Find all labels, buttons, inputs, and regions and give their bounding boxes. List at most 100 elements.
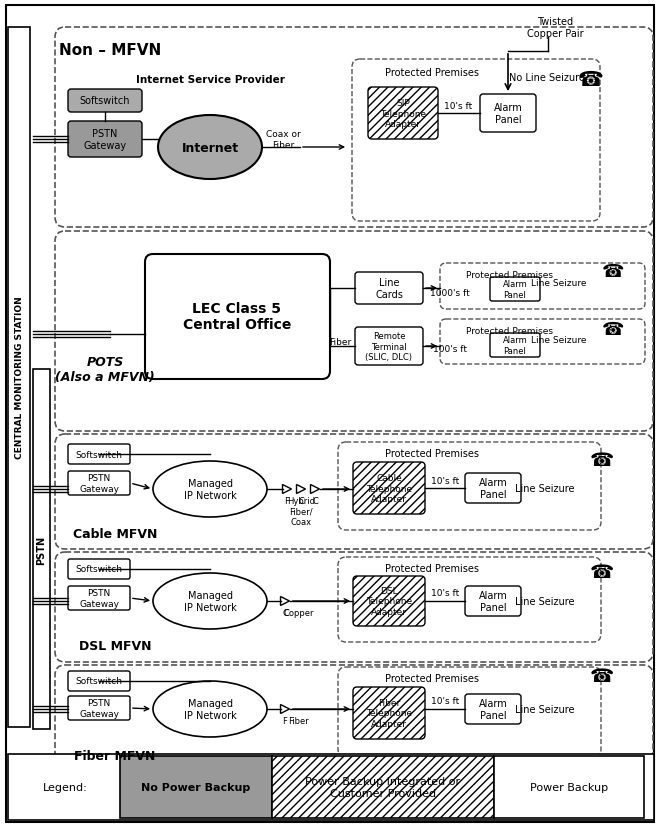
FancyBboxPatch shape [353, 687, 425, 739]
Text: Softswitch: Softswitch [80, 96, 130, 106]
FancyBboxPatch shape [68, 122, 142, 158]
Text: Softswitch: Softswitch [75, 676, 123, 686]
Text: CENTRAL MONITORING STATION: CENTRAL MONITORING STATION [15, 296, 24, 459]
Bar [494, 756, 644, 818]
Text: PSTN
Gateway: PSTN Gateway [79, 474, 119, 493]
Text: Fiber: Fiber [288, 717, 310, 725]
FancyBboxPatch shape [355, 328, 423, 365]
Text: 10's ft: 10's ft [431, 589, 459, 598]
Text: PSTN
Gateway: PSTN Gateway [79, 699, 119, 718]
Text: Power Backup: Power Backup [530, 782, 608, 792]
Text: Alarm
Panel: Alarm Panel [494, 103, 522, 125]
Bar [8, 28, 30, 727]
Text: LEC Class 5
Central Office: LEC Class 5 Central Office [183, 301, 291, 332]
Text: Alarm
Panel: Alarm Panel [478, 590, 508, 612]
Ellipse shape [153, 681, 267, 737]
Text: ☎: ☎ [590, 450, 614, 469]
Text: Softswitch: Softswitch [75, 450, 123, 459]
FancyBboxPatch shape [68, 471, 130, 495]
Polygon shape [280, 705, 290, 714]
Text: Softswitch: Softswitch [75, 565, 123, 574]
Text: Legend:: Legend: [43, 782, 87, 792]
Text: Protected Premises: Protected Premises [385, 673, 479, 683]
Text: Alarm
Panel: Alarm Panel [503, 336, 527, 355]
Polygon shape [280, 597, 290, 606]
Text: Fiber: Fiber [329, 337, 351, 346]
Text: No Line Seizure: No Line Seizure [509, 73, 585, 83]
Text: No Power Backup: No Power Backup [141, 782, 251, 792]
Polygon shape [310, 485, 319, 494]
Text: Non – MFVN: Non – MFVN [59, 42, 161, 57]
Bar [33, 369, 50, 729]
Text: Line Seizure: Line Seizure [515, 596, 575, 606]
Text: 10's ft: 10's ft [431, 477, 459, 486]
Text: ☎: ☎ [602, 320, 624, 339]
Text: DSL
Telephone
Adapter: DSL Telephone Adapter [366, 586, 412, 616]
Text: C: C [312, 497, 318, 506]
Text: Alarm
Panel: Alarm Panel [478, 698, 508, 720]
Polygon shape [296, 485, 306, 494]
Ellipse shape [153, 461, 267, 518]
Bar [120, 756, 272, 818]
Text: PSTN
Gateway: PSTN Gateway [83, 129, 127, 151]
FancyBboxPatch shape [68, 586, 130, 610]
Ellipse shape [158, 116, 262, 180]
Text: Internet: Internet [182, 142, 238, 154]
Text: Copper: Copper [284, 609, 314, 618]
Text: Alarm
Panel: Alarm Panel [503, 280, 527, 300]
Text: Internet Service Provider: Internet Service Provider [135, 75, 284, 85]
Text: Remote
Terminal
(SLIC, DLC): Remote Terminal (SLIC, DLC) [366, 332, 412, 362]
Text: Fiber
Telephone
Adapter: Fiber Telephone Adapter [366, 698, 412, 728]
Text: Fiber MFVN: Fiber MFVN [75, 749, 156, 762]
FancyBboxPatch shape [353, 576, 425, 626]
Text: SIP
Telephone
Adapter: SIP Telephone Adapter [380, 99, 426, 128]
Text: 10's ft: 10's ft [431, 696, 459, 705]
FancyBboxPatch shape [68, 90, 142, 113]
FancyBboxPatch shape [353, 463, 425, 514]
FancyBboxPatch shape [480, 95, 536, 132]
FancyBboxPatch shape [68, 445, 130, 465]
FancyBboxPatch shape [368, 88, 438, 140]
Text: POTS
(Also a MFVN): POTS (Also a MFVN) [55, 355, 155, 383]
Text: Alarm
Panel: Alarm Panel [478, 478, 508, 499]
Text: Cable
Telephone
Adapter: Cable Telephone Adapter [366, 474, 412, 503]
FancyBboxPatch shape [68, 560, 130, 580]
Text: Protected Premises: Protected Premises [385, 563, 479, 573]
Text: Line
Cards: Line Cards [375, 278, 403, 300]
Text: ☎: ☎ [602, 262, 624, 281]
Text: C: C [282, 609, 288, 618]
Polygon shape [282, 485, 292, 494]
Text: Managed
IP Network: Managed IP Network [183, 698, 236, 720]
Text: ☎: ☎ [590, 562, 614, 580]
Text: Cable MFVN: Cable MFVN [73, 528, 157, 541]
Text: 10's ft: 10's ft [444, 101, 472, 110]
Text: Protected Premises: Protected Premises [385, 449, 479, 459]
Text: Protected Premises: Protected Premises [385, 68, 479, 78]
FancyBboxPatch shape [68, 696, 130, 720]
Text: F: F [282, 717, 288, 725]
Text: Line Seizure: Line Seizure [515, 484, 575, 493]
Text: Power Backup Integrated or
Customer Provided: Power Backup Integrated or Customer Prov… [306, 777, 461, 798]
Text: C: C [298, 497, 304, 506]
Text: Protected Premises: Protected Premises [467, 270, 554, 279]
Text: 1000's ft: 1000's ft [430, 288, 470, 297]
Text: DSL MFVN: DSL MFVN [79, 640, 151, 652]
Text: Managed
IP Network: Managed IP Network [183, 590, 236, 612]
Text: Protected Premises: Protected Premises [467, 326, 554, 335]
Bar [272, 756, 494, 818]
Text: F: F [284, 497, 290, 506]
FancyBboxPatch shape [465, 586, 521, 616]
Ellipse shape [153, 573, 267, 629]
Text: Coax or
Fiber: Coax or Fiber [265, 130, 300, 150]
Text: Twisted
Copper Pair: Twisted Copper Pair [527, 17, 583, 39]
FancyBboxPatch shape [490, 334, 540, 358]
FancyBboxPatch shape [465, 694, 521, 724]
Text: PSTN: PSTN [36, 535, 46, 564]
Text: Line Seizure: Line Seizure [531, 278, 587, 287]
Text: Line Seizure: Line Seizure [515, 704, 575, 714]
Text: ☎: ☎ [578, 70, 604, 90]
FancyBboxPatch shape [490, 277, 540, 301]
Text: Hybrid
Fiber/
Coax: Hybrid Fiber/ Coax [287, 497, 315, 527]
Text: 100's ft: 100's ft [433, 344, 467, 353]
FancyBboxPatch shape [68, 672, 130, 691]
